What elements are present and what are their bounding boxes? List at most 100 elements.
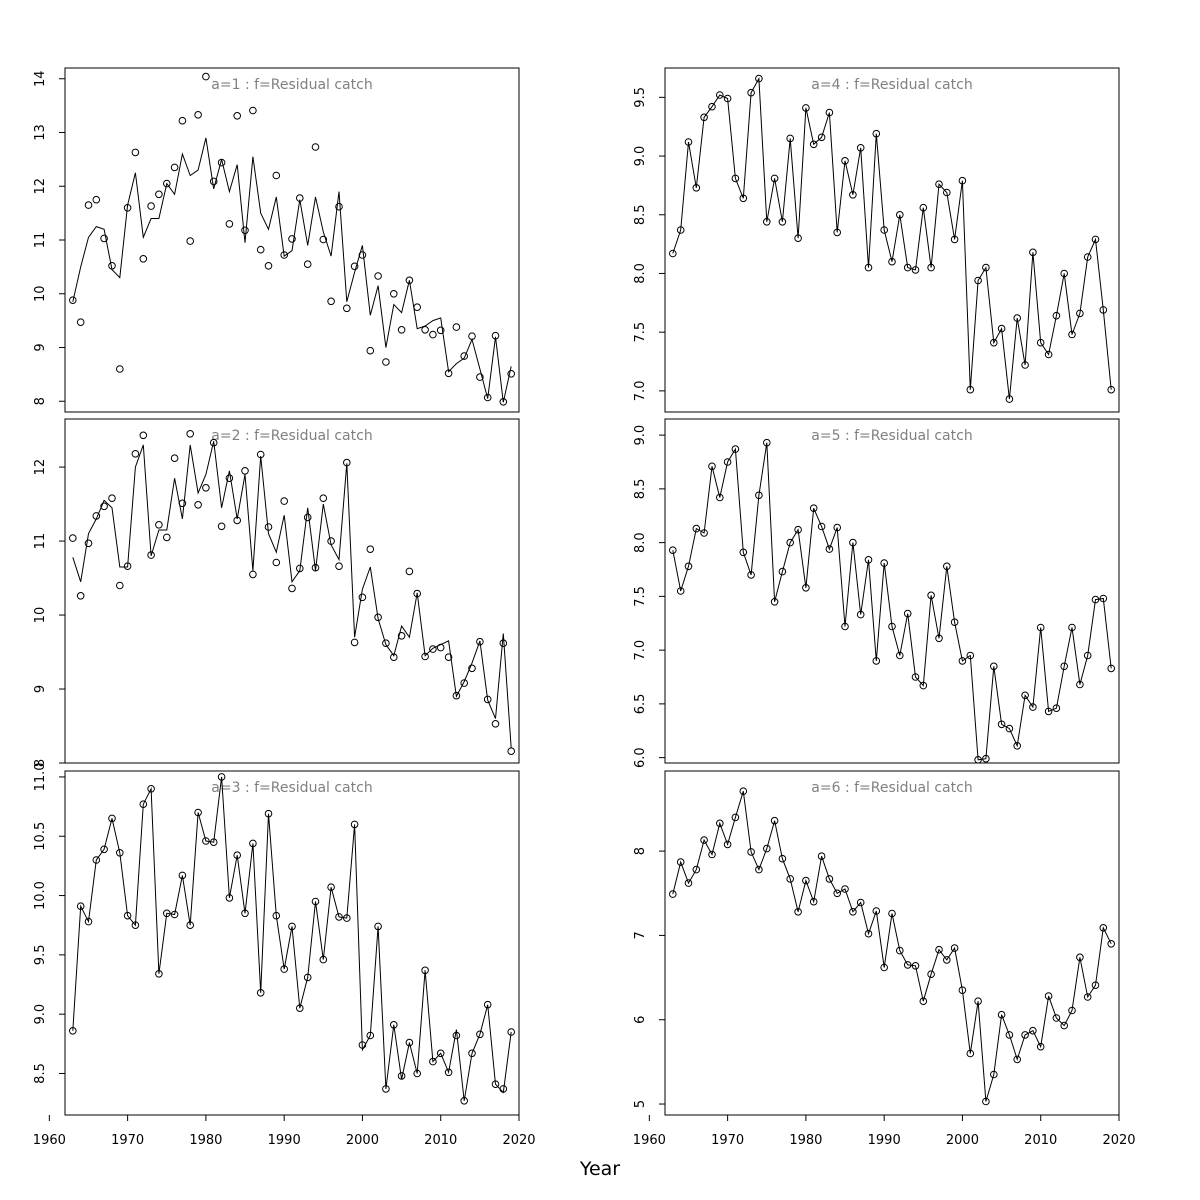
observed-point (817, 852, 826, 861)
observed-point (794, 908, 802, 916)
observed-point (123, 911, 132, 920)
observed-point (444, 653, 453, 662)
x-tick-label: 1960 (633, 1133, 666, 1148)
observed-point (990, 338, 998, 347)
observed-point (684, 879, 693, 887)
observed-point (476, 637, 484, 646)
observed-point (1005, 724, 1014, 733)
y-tick-label: 10.0 (33, 881, 48, 910)
observed-point (778, 218, 787, 226)
observed-point (233, 516, 241, 525)
observed-point (483, 1000, 492, 1009)
observed-point (436, 326, 445, 335)
y-tick-label: 7.0 (633, 381, 648, 402)
y-tick-label: 9.5 (33, 945, 48, 966)
observed-point (927, 970, 935, 979)
panel-2: a=4 : f=Residual catch 7.0 7.5 8.0 8.5 9.0 9.5 (633, 67, 1120, 413)
x-tick-label: 1980 (789, 1133, 822, 1148)
observed-point (731, 813, 740, 822)
panel-6: a=6 : f=Residual catch 5 6 7 8 1960 1970 1980 19… (633, 770, 1136, 1148)
observed-point (147, 785, 155, 793)
y-tick-label: 8 (33, 759, 48, 767)
observed-point (770, 816, 779, 825)
panel-frame (64, 418, 520, 764)
observed-point (872, 129, 881, 138)
observed-point (491, 331, 500, 340)
observed-point (1068, 623, 1076, 632)
observed-point (1052, 311, 1061, 320)
observed-point (100, 845, 108, 854)
observed-point (755, 491, 763, 500)
observed-point (194, 808, 202, 817)
observed-point (903, 961, 912, 969)
observed-point (997, 324, 1006, 333)
observed-point (483, 695, 492, 704)
observed-point (319, 494, 328, 503)
observed-point (958, 986, 967, 995)
observed-point (374, 922, 382, 931)
observed-point (139, 254, 148, 263)
observed-point (92, 512, 101, 520)
observed-point (982, 263, 990, 272)
observed-point (499, 639, 508, 648)
observed-point (841, 622, 849, 631)
y-tick-label: 6.5 (633, 694, 648, 715)
observed-point (405, 1038, 414, 1047)
observed-point (1060, 269, 1068, 278)
observed-point (919, 203, 928, 212)
observed-point (849, 538, 857, 547)
observed-point (723, 94, 732, 103)
panel-3: a=2 : f=Residual catch 8 9 10 11 12 (33, 418, 520, 767)
observed-point (982, 754, 990, 763)
observed-point (382, 639, 390, 648)
observed-point (186, 237, 194, 245)
observed-point (429, 1057, 437, 1066)
observed-point (343, 304, 351, 313)
observed-point (343, 914, 351, 922)
observed-point (476, 373, 484, 381)
observed-point (249, 570, 257, 579)
observed-point (249, 839, 257, 848)
observed-point (833, 523, 842, 532)
observed-point (280, 965, 289, 973)
observed-point (747, 88, 755, 97)
observed-point (241, 467, 249, 475)
observed-point (1107, 664, 1115, 673)
observed-point (943, 188, 951, 197)
observed-point (770, 598, 779, 606)
observed-point (856, 610, 865, 619)
observed-point (833, 228, 842, 237)
observed-point (436, 643, 445, 652)
observed-point (739, 548, 748, 557)
observed-point (723, 458, 732, 466)
observed-point (499, 398, 508, 406)
y-tick-label: 9 (33, 685, 48, 693)
y-tick-label: 8 (633, 847, 648, 855)
observed-point (856, 144, 865, 152)
observed-point (100, 502, 108, 511)
observed-point (264, 809, 273, 818)
observed-point (413, 589, 422, 598)
panel-title: a=4 : f=Residual catch (811, 77, 972, 93)
fitted-line (672, 76, 1112, 400)
observed-point (731, 174, 740, 183)
observed-point (927, 263, 935, 272)
x-tick-label: 1990 (268, 1133, 301, 1148)
observed-point (684, 562, 693, 571)
observed-point (413, 1069, 422, 1078)
observed-point (974, 756, 982, 764)
observed-point (809, 140, 818, 149)
observed-point (476, 1030, 484, 1039)
observed-point (1083, 253, 1092, 261)
observed-point (896, 651, 904, 660)
observed-point (911, 673, 920, 681)
observed-point (327, 883, 335, 892)
observed-point (163, 909, 171, 918)
observed-point (1029, 703, 1037, 711)
observed-point (809, 897, 818, 906)
observed-point (139, 800, 148, 809)
y-tick-label: 9.0 (633, 146, 648, 167)
observed-point (155, 521, 163, 529)
x-axis-label: Year (579, 1158, 621, 1180)
observed-point (202, 837, 210, 845)
